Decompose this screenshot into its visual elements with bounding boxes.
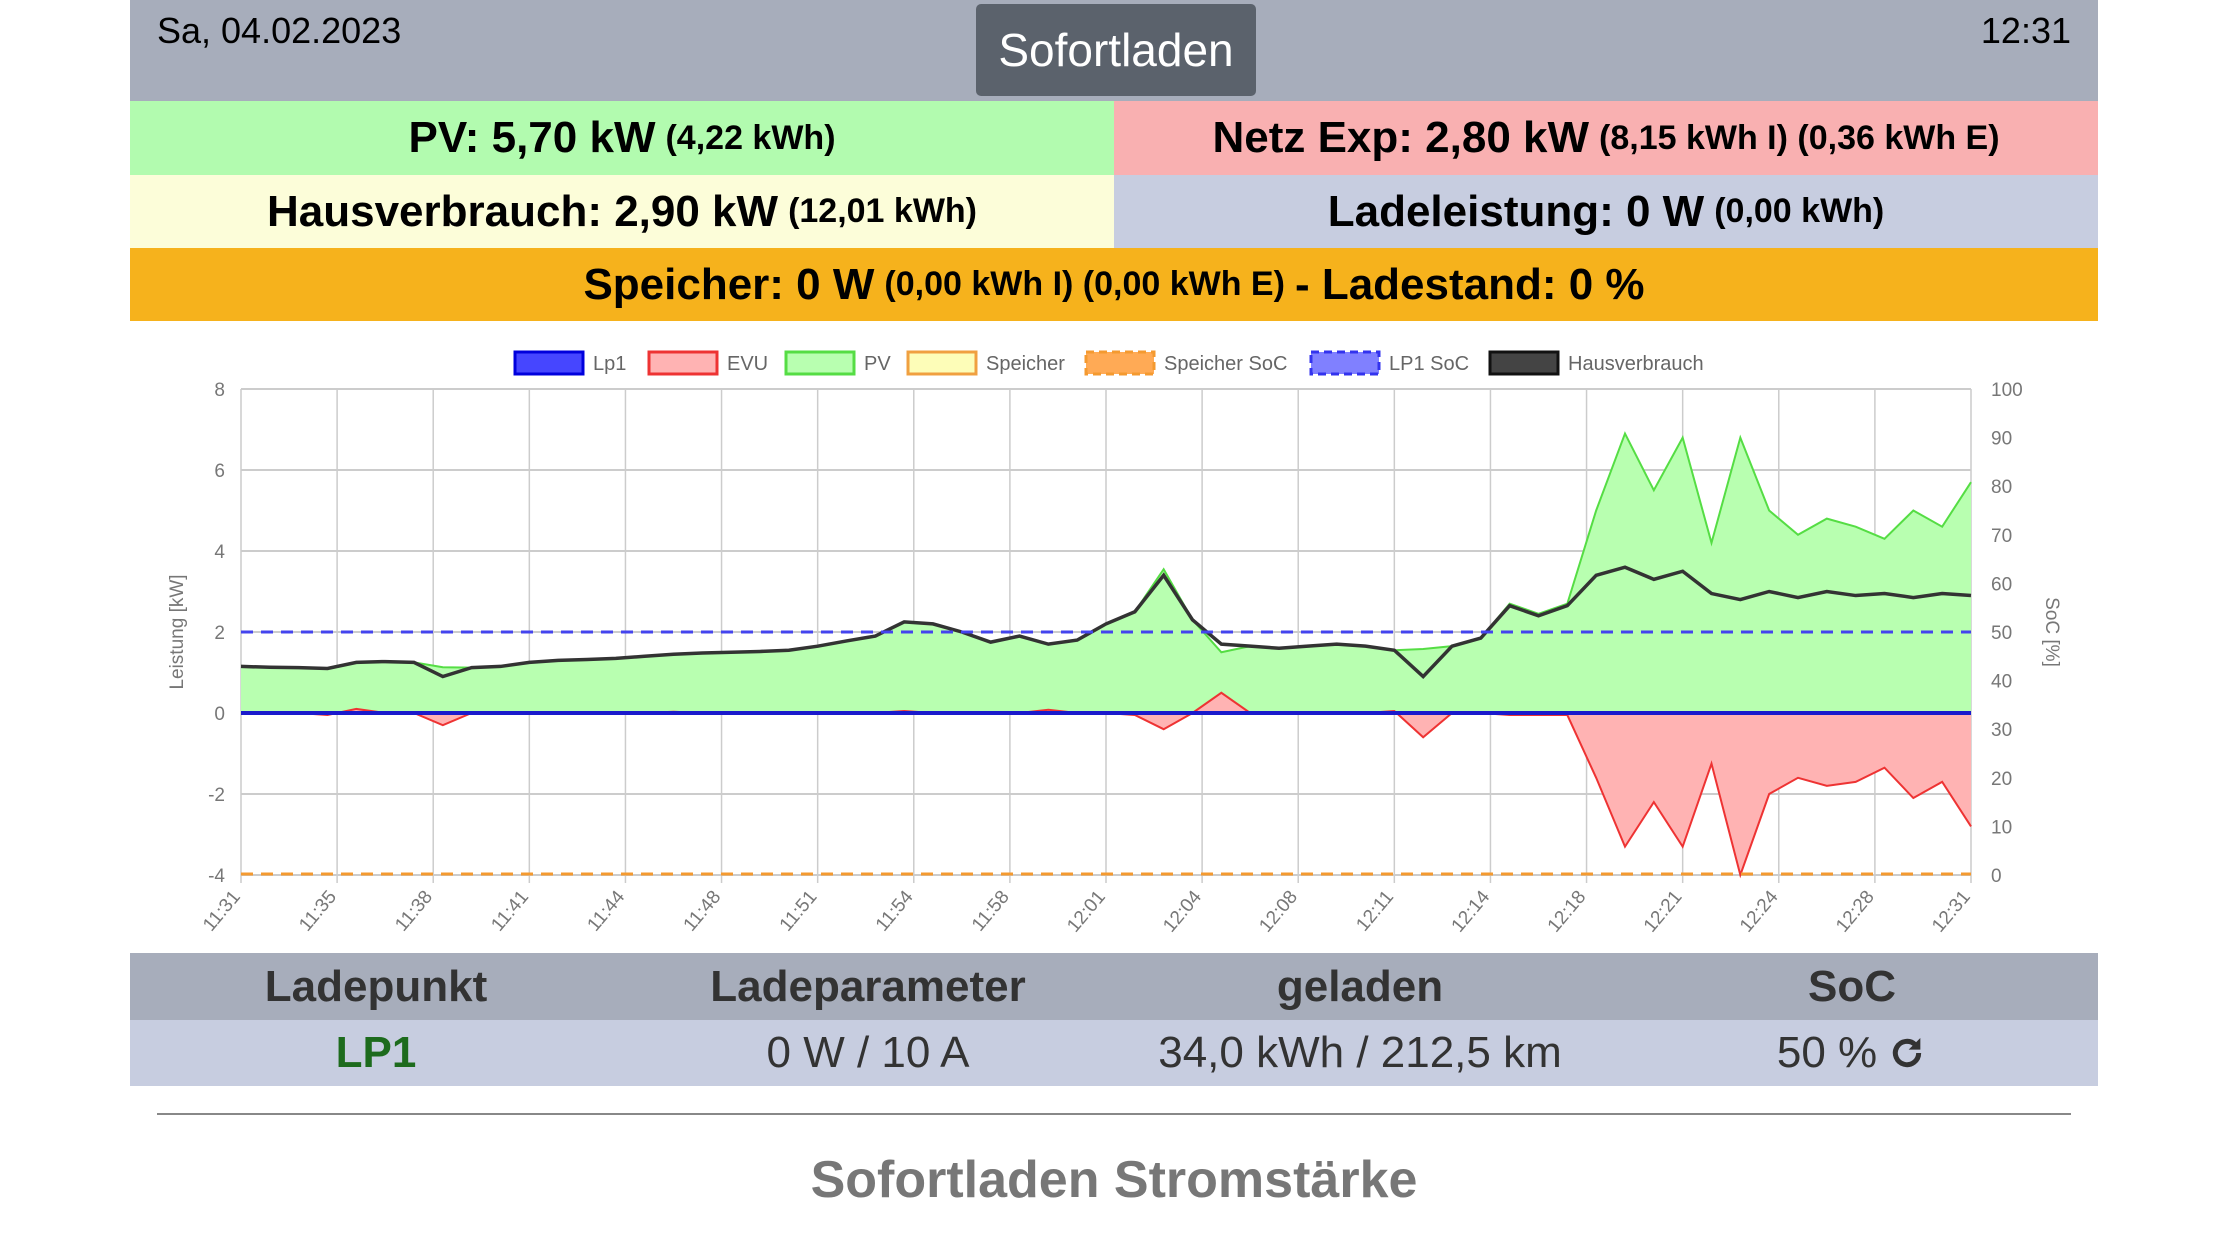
legend-label: Speicher bbox=[986, 353, 1065, 375]
house-summary: Hausverbrauch: 2,90 kW (12,01 kWh) bbox=[130, 175, 1114, 248]
y2-tick-label: 0 bbox=[1991, 866, 2002, 887]
grid-summary: Netz Exp: 2,80 kW (8,15 kWh I) (0,36 kWh … bbox=[1114, 101, 2098, 175]
y-tick-label: -4 bbox=[208, 866, 225, 887]
legend-swatch-hausverbrauch bbox=[1488, 350, 1560, 376]
divider bbox=[157, 1113, 2071, 1115]
pv-energy: (4,22 kWh) bbox=[665, 118, 836, 157]
y2-tick-label: 100 bbox=[1991, 380, 2023, 401]
x-tick-label: 12:24 bbox=[1736, 886, 1783, 936]
legend-label: EVU bbox=[727, 353, 768, 375]
x-tick-label: 11:44 bbox=[584, 886, 630, 935]
y-tick-label: 4 bbox=[214, 542, 225, 563]
hausverbrauch-series-line bbox=[240, 565, 1972, 679]
x-tick-label: 11:31 bbox=[199, 887, 245, 936]
x-tick-label: 11:54 bbox=[872, 886, 918, 935]
x-tick-label: 11:35 bbox=[295, 887, 341, 936]
header-ladeparameter: Ladeparameter bbox=[710, 961, 1026, 1011]
y2-axis-label: SoC [%] bbox=[2041, 597, 2062, 667]
pv-summary: PV: 5,70 kW (4,22 kWh) bbox=[130, 101, 1114, 175]
legend-label: Speicher SoC bbox=[1164, 353, 1287, 375]
y2-tick-label: 40 bbox=[1991, 672, 2012, 693]
y-tick-label: -2 bbox=[208, 785, 225, 806]
y-tick-label: 6 bbox=[214, 461, 225, 482]
storage-power: Speicher: 0 W bbox=[583, 259, 875, 309]
y2-tick-label: 70 bbox=[1991, 526, 2012, 547]
refresh-icon[interactable] bbox=[1887, 1033, 1927, 1073]
header-ladepunkt: Ladepunkt bbox=[264, 961, 488, 1011]
x-tick-label: 11:58 bbox=[968, 887, 1014, 936]
y2-tick-label: 20 bbox=[1991, 769, 2012, 790]
chargepoint-name[interactable]: LP1 bbox=[335, 1028, 417, 1077]
x-tick-label: 11:51 bbox=[776, 887, 822, 936]
x-tick-label: 12:18 bbox=[1544, 887, 1591, 937]
charge-mode-button[interactable]: Sofortladen bbox=[976, 4, 1256, 96]
soc-value: 50 % bbox=[1776, 1028, 1878, 1077]
x-tick-label: 12:21 bbox=[1640, 887, 1687, 937]
legend-swatch-lp1-soc bbox=[1309, 350, 1381, 376]
y2-tick-label: 90 bbox=[1991, 429, 2012, 450]
x-tick-label: 12:11 bbox=[1352, 887, 1398, 936]
legend-swatch-pv bbox=[784, 350, 856, 376]
x-tick-label: 12:01 bbox=[1063, 887, 1110, 937]
legend-swatch-evu bbox=[647, 350, 719, 376]
x-tick-label: 12:28 bbox=[1832, 887, 1879, 937]
soc-cell: 50 % bbox=[1606, 1020, 2098, 1086]
y-axis-label: Leistung [kW] bbox=[167, 574, 188, 689]
legend-label: LP1 SoC bbox=[1389, 353, 1469, 375]
charged-amount: 34,0 kWh / 212,5 km bbox=[1158, 1028, 1562, 1077]
legend-swatch-speicher bbox=[906, 350, 978, 376]
section-title: Sofortladen Stromstärke bbox=[810, 1151, 1418, 1209]
y2-tick-label: 10 bbox=[1991, 817, 2012, 838]
y-tick-label: 2 bbox=[214, 623, 225, 644]
pv-series-area bbox=[241, 433, 1971, 713]
house-power: Hausverbrauch: 2,90 kW bbox=[266, 186, 779, 236]
y2-tick-label: 60 bbox=[1991, 574, 2012, 595]
y-tick-label: 0 bbox=[214, 704, 225, 725]
y2-tick-label: 50 bbox=[1991, 623, 2012, 644]
legend-swatch-lp1 bbox=[513, 350, 585, 376]
pv-power: PV: 5,70 kW bbox=[408, 113, 656, 162]
y2-tick-label: 30 bbox=[1991, 720, 2012, 741]
table-header: Ladepunkt Ladeparameter geladen SoC bbox=[130, 953, 2098, 1020]
legend-label: Hausverbrauch bbox=[1568, 353, 1704, 375]
y2-tick-label: 80 bbox=[1991, 477, 2012, 498]
storage-energy: (0,00 kWh I) (0,00 kWh E) bbox=[884, 265, 1285, 303]
x-tick-label: 12:04 bbox=[1159, 886, 1206, 936]
storage-summary: Speicher: 0 W (0,00 kWh I) (0,00 kWh E) - … bbox=[130, 248, 2098, 321]
time-display: 12:31 bbox=[1980, 10, 2071, 51]
x-tick-label: 11:38 bbox=[391, 887, 437, 936]
legend-label: Lp1 bbox=[593, 353, 626, 375]
legend-swatch-speicher-soc bbox=[1084, 350, 1156, 376]
x-tick-label: 12:31 bbox=[1928, 887, 1975, 937]
evu-series-area bbox=[241, 692, 1971, 875]
grid-energy: (8,15 kWh I) (0,36 kWh E) bbox=[1599, 118, 2000, 157]
charge-params: 0 W / 10 A bbox=[766, 1028, 970, 1077]
charging-power: Ladeleistung: 0 W bbox=[1327, 186, 1705, 236]
header-soc: SoC bbox=[1808, 961, 1896, 1011]
charging-energy: (0,00 kWh) bbox=[1714, 192, 1885, 230]
grid-power: Netz Exp: 2,80 kW bbox=[1212, 113, 1590, 162]
storage-soc: - Ladestand: 0 % bbox=[1294, 259, 1645, 309]
table-row: LP1 0 W / 10 A 34,0 kWh / 212,5 km 50 % bbox=[130, 1020, 2098, 1086]
date-display: Sa, 04.02.2023 bbox=[157, 10, 402, 51]
house-energy: (12,01 kWh) bbox=[788, 192, 978, 230]
x-tick-label: 12:08 bbox=[1255, 887, 1302, 937]
x-tick-label: 11:48 bbox=[680, 887, 726, 936]
x-tick-label: 12:14 bbox=[1448, 886, 1495, 936]
x-tick-label: 11:41 bbox=[487, 887, 533, 936]
top-bar: Sa, 04.02.2023 Sofortladen 12:31 bbox=[130, 0, 2098, 101]
y-tick-label: 8 bbox=[214, 380, 225, 401]
charging-summary: Ladeleistung: 0 W (0,00 kWh) bbox=[1114, 175, 2098, 248]
legend-label: PV bbox=[864, 353, 891, 375]
header-geladen: geladen bbox=[1276, 961, 1444, 1011]
